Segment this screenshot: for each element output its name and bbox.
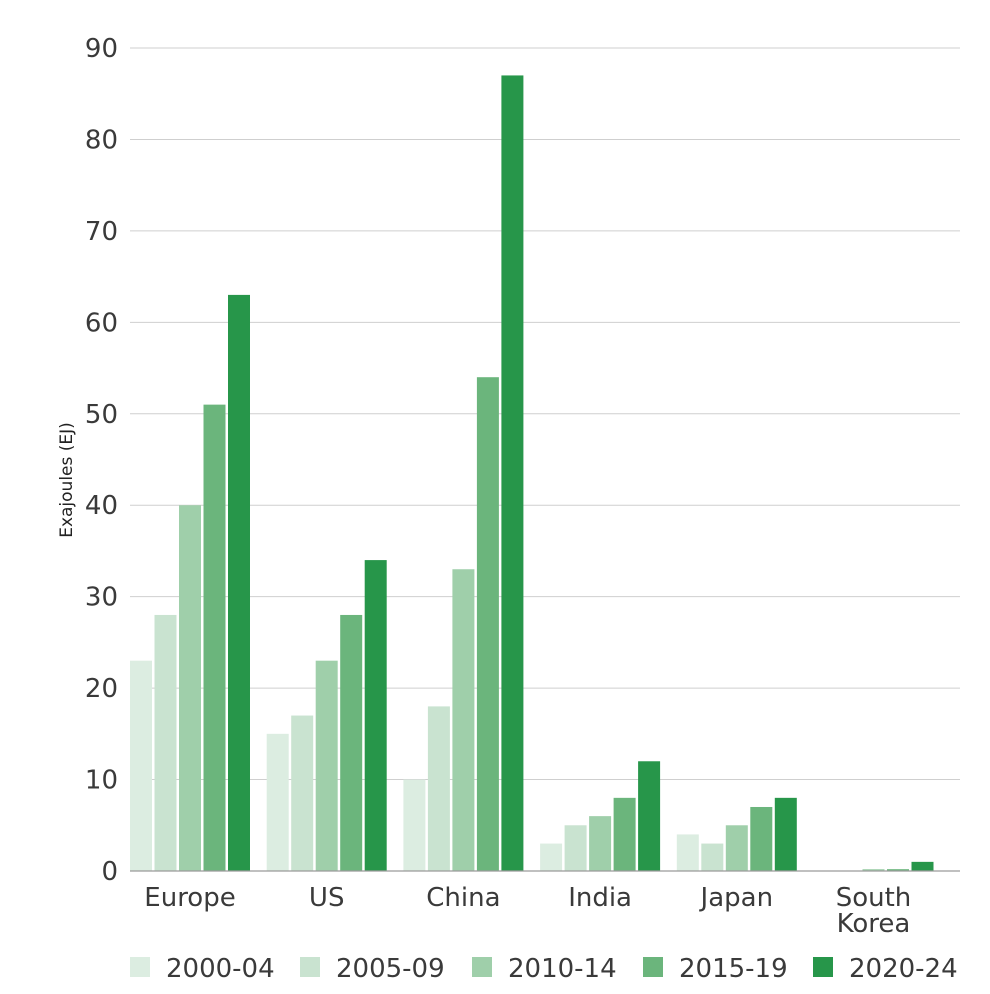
legend-label: 2020-24	[849, 954, 958, 984]
bar-2015-19-japan	[750, 806, 773, 871]
bar-2005-09-china	[427, 706, 450, 871]
bar-2005-09-europe	[154, 614, 177, 871]
legend-item-2020-24: 2020-24	[813, 954, 958, 984]
y-tick-label: 80	[85, 125, 118, 155]
y-axis-tick-labels: 0 10 20 30 40 50 60 70 80 90	[85, 34, 118, 887]
y-tick-label: 0	[101, 857, 118, 887]
legend-swatch	[300, 957, 320, 977]
bar-2015-19-south-korea	[887, 869, 909, 871]
bar-2010-14-europe	[179, 505, 201, 871]
bar-2015-19-india	[613, 797, 636, 871]
legend-item-2005-09: 2005-09	[300, 954, 445, 984]
x-category-label: Europe	[144, 883, 235, 913]
bar-2010-14-us	[315, 660, 338, 871]
x-axis-category-labels: Europe US China India Japan South Korea	[144, 883, 911, 939]
bar-2020-24-china	[501, 75, 524, 871]
y-tick-label: 90	[85, 34, 118, 64]
bar-2000-04-europe	[130, 660, 152, 871]
y-tick-label: 10	[85, 766, 118, 796]
bar-2015-19-europe	[203, 404, 226, 871]
legend-swatch	[130, 957, 150, 977]
bar-2000-04-us	[266, 733, 289, 871]
x-category-label: India	[568, 883, 632, 913]
x-category-label: Japan	[699, 883, 774, 913]
x-category-label: China	[426, 883, 500, 913]
bar-2000-04-china	[403, 779, 426, 871]
legend: 2000-04 2005-09 2010-14 2015-19 2020-24	[130, 954, 958, 984]
y-tick-label: 30	[85, 583, 118, 613]
bar-2020-24-europe	[228, 294, 250, 871]
bar-2010-14-japan	[725, 825, 748, 871]
bar-2005-09-india	[564, 825, 587, 871]
legend-item-2010-14: 2010-14	[472, 954, 617, 984]
gridlines	[130, 47, 960, 781]
bar-2020-24-india	[638, 761, 661, 871]
bar-2015-19-us	[340, 614, 363, 871]
bar-series-group	[130, 75, 934, 871]
legend-item-2015-19: 2015-19	[643, 954, 788, 984]
bar-2000-04-india	[540, 843, 563, 871]
legend-label: 2015-19	[679, 954, 788, 984]
x-category-label: US	[309, 883, 345, 913]
bar-2005-09-japan	[701, 843, 724, 871]
y-tick-label: 50	[85, 400, 118, 430]
y-axis-label: Exajoules (EJ)	[57, 422, 77, 538]
legend-item-2000-04: 2000-04	[130, 954, 275, 984]
legend-label: 2005-09	[336, 954, 445, 984]
legend-label: 2000-04	[166, 954, 275, 984]
y-tick-label: 70	[85, 217, 118, 247]
y-tick-label: 60	[85, 308, 118, 338]
y-tick-label: 40	[85, 491, 118, 521]
bar-2010-14-china	[452, 569, 475, 871]
bar-2020-24-south-korea	[911, 861, 934, 871]
bar-2005-09-us	[291, 715, 314, 871]
y-tick-label: 20	[85, 674, 118, 704]
legend-swatch	[813, 957, 833, 977]
bar-2015-19-china	[476, 377, 499, 871]
bar-2000-04-japan	[676, 834, 699, 871]
legend-swatch	[472, 957, 492, 977]
bar-2020-24-japan	[774, 797, 797, 871]
x-category-label: South Korea	[836, 883, 912, 939]
legend-label: 2010-14	[508, 954, 617, 984]
bar-2010-14-south-korea	[862, 869, 885, 871]
bar-2020-24-us	[364, 560, 387, 871]
legend-swatch	[643, 957, 663, 977]
bar-2010-14-india	[589, 816, 612, 871]
